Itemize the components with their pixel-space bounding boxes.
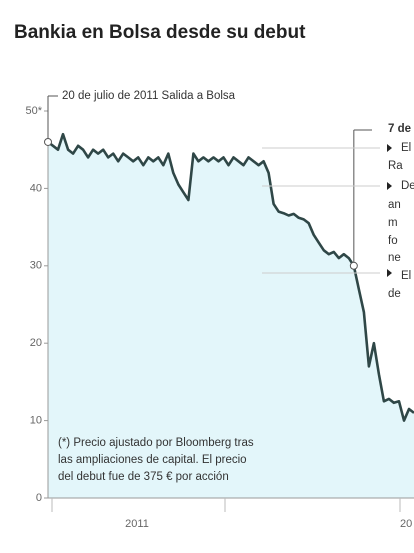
annotation-line: ne	[388, 252, 401, 264]
annotation-line: El	[401, 270, 411, 282]
y-tick-label: 30	[30, 260, 42, 272]
x-tick-label: 2011	[125, 518, 149, 530]
bullet	[387, 144, 392, 152]
x-tick-label: 20	[400, 518, 412, 530]
bullet	[387, 182, 392, 190]
y-tick-label: 0	[36, 492, 42, 504]
area	[48, 134, 414, 498]
annotation-line: fo	[388, 235, 398, 247]
annotation-line: De	[401, 180, 414, 192]
marker	[349, 261, 358, 270]
annotation-line: Ra	[388, 160, 403, 172]
y-tick-label: 40	[30, 182, 42, 194]
marker	[44, 137, 52, 146]
annotation-line: m	[388, 217, 398, 229]
bullet	[387, 269, 392, 277]
annotation-line: an	[388, 199, 401, 211]
annotation-line: El	[401, 142, 411, 154]
y-tick-label: 50*	[25, 105, 42, 117]
annotation: 20 de julio de 2011 Salida a Bolsa	[62, 90, 236, 102]
footnote: del debut fue de 375 € por acción	[58, 471, 229, 483]
footnote: las ampliaciones de capital. El precio	[58, 454, 247, 466]
annotation-title: 7 de	[388, 123, 411, 135]
y-tick-label: 20	[30, 337, 42, 349]
annotation-line: de	[388, 288, 401, 300]
footnote: (*) Precio ajustado por Bloomberg tras	[58, 437, 254, 449]
chart-title: Bankia en Bolsa desde su debut	[14, 22, 306, 43]
y-tick-label: 10	[30, 415, 42, 427]
